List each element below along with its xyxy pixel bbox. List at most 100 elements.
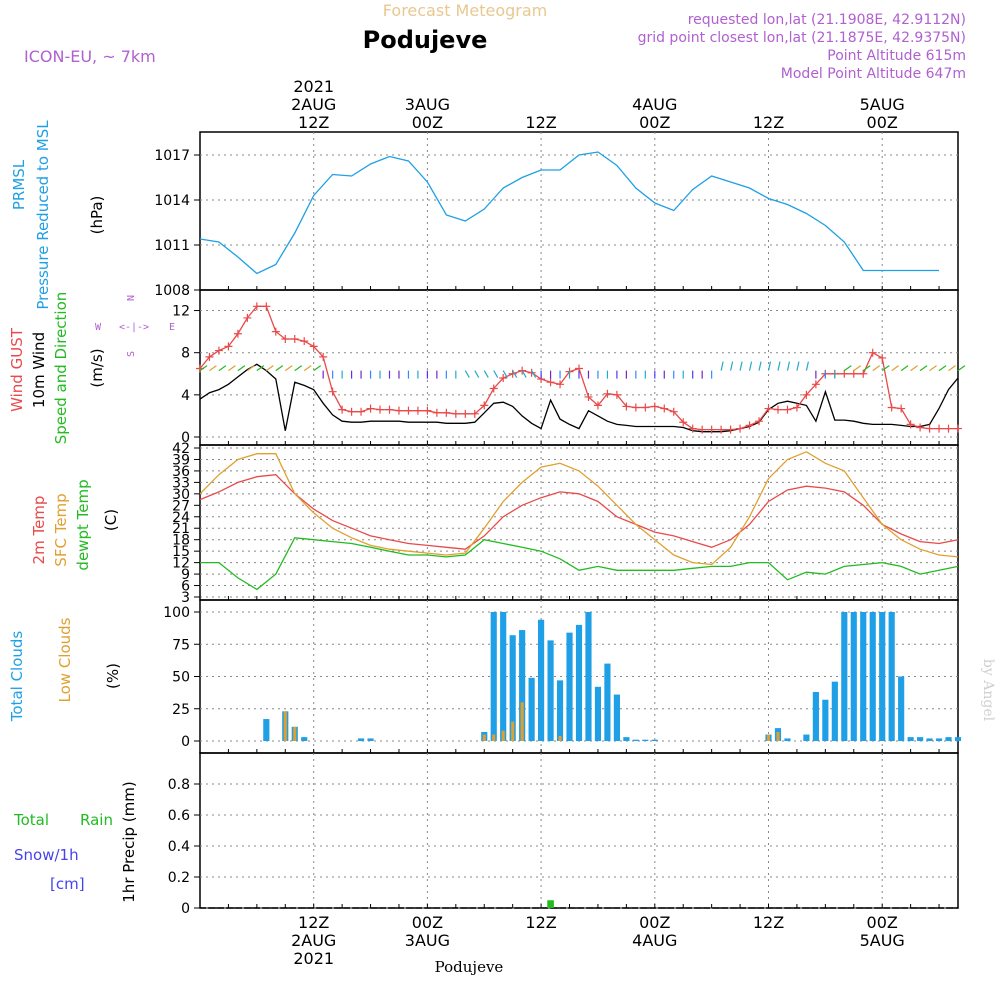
gust-marker xyxy=(271,327,280,336)
cloud-total-bar xyxy=(869,612,876,741)
cloud-low-bar xyxy=(501,730,505,741)
gust-marker xyxy=(840,369,849,378)
clouds-panel: 0 25 50 75 100 xyxy=(163,599,962,754)
pressure-label-prmsl: PRMSL xyxy=(10,159,28,210)
temperature-ytick-label: 6 xyxy=(181,579,190,595)
wind-direction-arrow xyxy=(474,370,480,378)
gust-marker xyxy=(385,405,394,414)
cloud-total-bar xyxy=(632,739,639,741)
wind-direction-arrow xyxy=(938,365,947,372)
top-axis-date: 2AUG xyxy=(291,95,336,114)
cloud-total-bar xyxy=(594,686,602,741)
gust-marker xyxy=(499,373,508,382)
gust-marker xyxy=(527,368,536,377)
temp-line-0 xyxy=(199,474,959,550)
gust-marker xyxy=(394,406,403,415)
bottom-axis-label: 00Z xyxy=(867,913,898,932)
compass-rose-icon: N S W E <-|-> xyxy=(95,295,175,357)
precip-label-total: Total xyxy=(13,811,49,829)
gust-marker xyxy=(679,418,688,427)
gust-marker xyxy=(224,342,233,351)
top-axis-hour: 12Z xyxy=(525,113,556,132)
precipitation-ytick-label: 0.8 xyxy=(168,777,190,793)
cloud-total-bar xyxy=(604,663,611,741)
wind-direction-arrow xyxy=(720,361,724,371)
wind-direction-arrow xyxy=(767,361,772,371)
cloud-total-bar xyxy=(945,737,952,741)
gust-marker xyxy=(811,380,820,389)
gust-marker xyxy=(925,424,934,433)
gust-marker xyxy=(935,424,944,433)
wind-direction-arrow xyxy=(777,361,781,371)
cloud-total-bar xyxy=(556,680,564,741)
compass-w: W xyxy=(95,322,102,333)
gust-marker xyxy=(612,390,621,399)
wind-ytick-label: 4 xyxy=(181,388,190,404)
wind-direction-arrow xyxy=(199,365,208,372)
precip-label-snow: Snow/1h xyxy=(14,846,79,864)
wind-direction-arrow xyxy=(493,370,499,378)
gust-marker xyxy=(205,352,214,361)
cloud-label-total: Total Clouds xyxy=(8,631,26,723)
gust-marker xyxy=(887,403,896,412)
temp-label-dewpt: dewpt Temp xyxy=(74,479,92,570)
temp-label-unit: (C) xyxy=(102,509,120,531)
temperature-ytick-label: 18 xyxy=(172,533,190,549)
gust-marker xyxy=(262,302,271,311)
cloud-low-bar xyxy=(293,726,297,741)
pressure-label-desc: Pressure Reduced to MSL xyxy=(34,120,52,310)
wind-direction-arrow xyxy=(748,361,753,371)
gust-marker xyxy=(480,401,489,410)
gust-marker xyxy=(916,423,925,432)
pressure-panel: 1008 1011 1014 1017 xyxy=(154,131,959,299)
clouds-ytick-label: 0 xyxy=(181,734,190,750)
precipitation-ytick-label: 0.6 xyxy=(168,808,190,824)
wind-direction-arrow xyxy=(805,361,809,371)
pressure-ytick-label: 1014 xyxy=(154,193,190,209)
cloud-total-bar xyxy=(566,632,573,741)
wind-direction-arrow xyxy=(929,365,937,372)
wind-direction-arrow xyxy=(209,365,217,372)
cloud-total-bar xyxy=(528,677,535,741)
gust-marker xyxy=(243,313,252,322)
clouds-ytick-label: 25 xyxy=(172,702,190,718)
temperature-ytick-label: 36 xyxy=(172,464,190,480)
wind-direction-arrow xyxy=(483,370,489,378)
gust-marker xyxy=(319,352,328,361)
cloud-total-bar xyxy=(500,612,507,741)
cloud-total-bar xyxy=(585,612,592,741)
gust-marker xyxy=(622,402,631,411)
gust-marker xyxy=(764,404,773,413)
precipitation-ytick-label: 0 xyxy=(181,901,190,917)
wind-direction-arrow xyxy=(247,365,255,372)
cloud-total-bar xyxy=(935,738,943,741)
location-title: Podujeve xyxy=(363,26,488,54)
wind-direction-arrow xyxy=(891,365,900,372)
pressure-line xyxy=(199,151,939,275)
gust-marker xyxy=(300,337,309,346)
footer-location: Podujeve xyxy=(435,958,504,976)
cloud-low-bar xyxy=(766,734,771,741)
wind-direction-arrow xyxy=(739,361,743,371)
cloud-total-bar xyxy=(613,694,620,741)
gust-marker xyxy=(338,405,347,414)
wind-direction-arrow xyxy=(786,361,791,371)
bottom-axis-label: 4AUG xyxy=(632,931,677,950)
cloud-total-bar xyxy=(898,676,905,741)
gust-marker xyxy=(309,342,318,351)
temperature-ytick-label: 12 xyxy=(172,556,190,572)
cloud-total-bar xyxy=(490,612,497,741)
wind-label-gust: Wind GUST xyxy=(8,327,26,412)
compass-e: E xyxy=(169,322,175,333)
top-axis-year: 2021 xyxy=(293,77,334,96)
wind-ytick-label: 0 xyxy=(181,430,190,446)
gust-marker xyxy=(413,406,422,415)
top-axis-date: 5AUG xyxy=(860,95,905,114)
panels: 1008101110141017048123691215182124273033… xyxy=(154,131,966,917)
bottom-axis-label: 5AUG xyxy=(860,931,905,950)
wind-line xyxy=(199,363,959,433)
wind-direction-arrow xyxy=(758,361,762,371)
wind-direction-arrow xyxy=(464,370,470,378)
cloud-low-bar xyxy=(511,721,515,741)
